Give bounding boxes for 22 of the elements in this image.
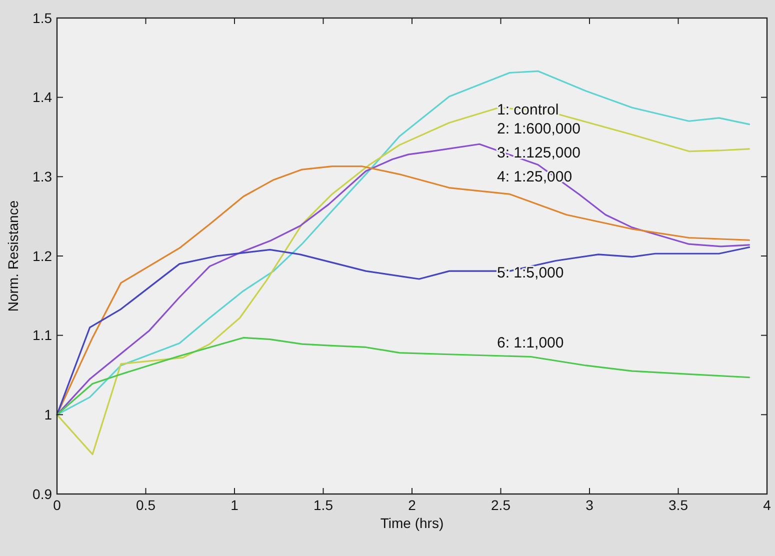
x-axis-title: Time (hrs) [380, 515, 444, 531]
annotation: 6: 1:1,000 [497, 334, 564, 352]
y-tick-label: 1.3 [32, 168, 52, 185]
y-tick-label: 0.9 [32, 486, 52, 502]
x-tick-label: 0.5 [136, 497, 156, 513]
y-tick-label: 1.5 [32, 10, 52, 26]
x-tick-label: 2 [408, 497, 416, 513]
x-tick-label: 2.5 [491, 497, 511, 513]
x-tick-label: 1.5 [314, 497, 334, 513]
x-tick-label: 3.5 [668, 497, 688, 513]
line-series [56, 246, 750, 416]
y-axis-title: Norm. Resistance [5, 200, 21, 312]
x-tick-label: 1 [230, 497, 239, 513]
x-tick-label: 0 [53, 497, 62, 513]
annotation: 2: 1:600,000 [497, 120, 580, 138]
x-tick-label: 3 [586, 497, 594, 513]
line-series [56, 336, 750, 416]
y-tick-label: 1.2 [32, 248, 52, 264]
y-tick-label: 1.1 [32, 327, 52, 344]
x-tick-label: 4 [763, 497, 772, 513]
y-tick-label: 1 [44, 406, 52, 423]
y-tick-label: 1.4 [32, 89, 52, 106]
